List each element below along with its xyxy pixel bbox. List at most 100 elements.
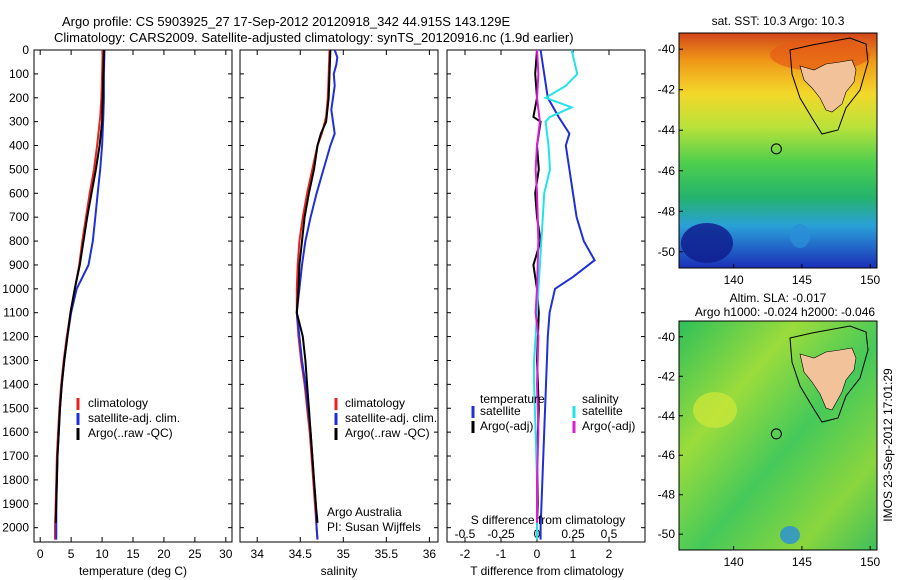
x-tick-label: 2 — [606, 547, 613, 561]
map-y-tick-label: -44 — [658, 409, 676, 423]
map-y-tick-label: -46 — [658, 448, 676, 462]
y-tick-label: 1100 — [3, 306, 29, 320]
sla-shelf-contour — [789, 325, 869, 423]
x-tick-label: 30 — [219, 547, 233, 561]
legend-label-climatology: climatology — [345, 396, 405, 410]
sst-map-panel: sat. SST: 10.3 Argo: 10.3 — [658, 14, 881, 287]
map-y-tick-label: -44 — [658, 123, 676, 137]
salinity-annotation-line1: Argo Australia — [327, 505, 402, 519]
map-y-tick-label: -40 — [658, 330, 676, 344]
tasmania-land — [799, 347, 857, 411]
temperature-axes-box — [33, 49, 233, 543]
y-tick-label: 1600 — [2, 425, 29, 439]
map-x-tick-label: 150 — [860, 273, 880, 287]
y-tick-label: 1300 — [2, 353, 29, 367]
legend-heading-salinity: salinity — [582, 392, 619, 406]
map-y-tick-label: -48 — [658, 204, 676, 218]
salinity-legend: climatology satellite-adj. clim. Argo(..… — [334, 396, 437, 440]
difference-salinity-title: S difference from climatology — [471, 513, 626, 527]
y-tick-label: 2000 — [2, 521, 29, 535]
series-line-argo-adj- — [534, 49, 541, 523]
y-tick-label: 800 — [9, 234, 29, 248]
x-tick-label: 35.5 — [375, 547, 399, 561]
map-x-tick-label: 145 — [792, 273, 812, 287]
y-tick-label: 1200 — [2, 330, 29, 344]
sla-high-patch — [693, 392, 737, 428]
x-tick-label: 25 — [188, 547, 202, 561]
x-tick-label: -2 — [460, 547, 471, 561]
sst-shelf-contour — [789, 37, 869, 135]
top-x-tick-label: 0.5 — [601, 527, 618, 541]
salinity-series — [240, 49, 438, 540]
temperature-y-ticks: 0 100 200 300 400 500 600 700 800 900 1000 1100 1200… — [2, 43, 29, 535]
map-y-tick-label: -48 — [658, 488, 676, 502]
map-y-tick-label: -46 — [658, 164, 676, 178]
map-y-tick-label: -42 — [658, 369, 676, 383]
x-tick-label: 0 — [534, 547, 541, 561]
map-y-tick-label: -40 — [658, 42, 676, 56]
legend-label-temperature-argo: Argo(-adj) — [480, 419, 533, 433]
legend-label-temperature-satellite: satellite — [480, 404, 521, 418]
series-line-argo-raw-qc- — [54, 49, 105, 523]
x-tick-label: 0 — [37, 547, 44, 561]
y-tick-label: 1400 — [2, 377, 29, 391]
sst-cold-patch — [681, 223, 733, 263]
sla-map-title: Altim. SLA: -0.017 — [730, 291, 827, 305]
map-y-tick-label: -50 — [658, 245, 676, 259]
x-tick-label: 34 — [251, 547, 265, 561]
sla-argo-marker — [770, 428, 782, 440]
temperature-x-label: temperature (deg C) — [79, 564, 187, 578]
top-x-tick-label: 0.25 — [561, 527, 585, 541]
salinity-annotation-line2: PI: Susan Wijffels — [327, 520, 421, 534]
y-tick-label: 1000 — [2, 282, 29, 296]
x-tick-label: 15 — [126, 547, 140, 561]
difference-panel: -2 -1 0 1 2 -0.5 -0.25 0 0.25 0.5 temperature sa… — [446, 49, 646, 578]
y-tick-label: 1700 — [2, 449, 29, 463]
sst-cool-patch — [790, 224, 810, 248]
x-tick-label: 1 — [570, 547, 577, 561]
y-tick-label: 500 — [9, 162, 29, 176]
temperature-series — [34, 49, 232, 540]
x-tick-label: 5 — [68, 547, 75, 561]
sst-map-title: sat. SST: 10.3 Argo: 10.3 — [712, 14, 845, 28]
legend-label-argo: Argo(..raw -QC) — [88, 426, 173, 440]
y-tick-label: 100 — [9, 67, 29, 81]
legend-label-argo: Argo(..raw -QC) — [345, 426, 430, 440]
y-tick-label: 300 — [9, 115, 29, 129]
sst-argo-marker — [770, 143, 782, 155]
map-x-tick-label: 140 — [724, 555, 744, 569]
map-x-tick-label: 140 — [724, 273, 744, 287]
x-tick-label: 35 — [337, 547, 351, 561]
y-tick-label: 0 — [22, 43, 29, 57]
legend-label-salinity-satellite: satellite — [582, 404, 623, 418]
x-tick-label: 10 — [95, 547, 109, 561]
series-line-satellite — [533, 49, 579, 540]
difference-legend: temperature satellite Argo(-adj) salinit… — [471, 392, 635, 433]
y-tick-label: 1800 — [2, 473, 29, 487]
x-tick-label: 34.5 — [289, 547, 313, 561]
map-x-tick-label: 145 — [792, 555, 812, 569]
difference-x-label: T difference from climatology — [470, 564, 624, 578]
top-x-tick-label: -0.25 — [487, 527, 515, 541]
y-tick-label: 600 — [9, 186, 29, 200]
sla-map-y-ticks: -40 -42 -44 -46 -48 -50 — [658, 330, 683, 541]
map-y-tick-label: -42 — [658, 83, 676, 97]
y-tick-label: 700 — [9, 210, 29, 224]
y-tick-label: 400 — [9, 139, 29, 153]
map-y-tick-label: -50 — [658, 527, 676, 541]
salinity-x-label: salinity — [321, 564, 358, 578]
sla-map-panel: Altim. SLA: -0.017 Argo h1000: -0.024 h2… — [658, 291, 881, 569]
legend-label-climatology: climatology — [88, 396, 148, 410]
header-line1: Argo profile: CS 5903925_27 17-Sep-2012 … — [62, 14, 510, 29]
y-tick-label: 1500 — [2, 401, 29, 415]
sla-low-patch — [780, 526, 800, 544]
legend-label-satellite: satellite-adj. clim. — [345, 411, 437, 425]
sst-map-y-ticks: -40 -42 -44 -46 -48 -50 — [658, 42, 683, 259]
temperature-panel: 0100200300400500600700800900100011001200… — [2, 43, 233, 578]
y-tick-label: 900 — [9, 258, 29, 272]
legend-label-salinity-argo: Argo(-adj) — [582, 419, 635, 433]
x-tick-label: 20 — [157, 547, 171, 561]
sla-map-subtitle: Argo h1000: -0.024 h2000: -0.046 — [695, 305, 875, 319]
temperature-x-ticks: 0 5 10 15 20 25 30 — [37, 50, 233, 561]
